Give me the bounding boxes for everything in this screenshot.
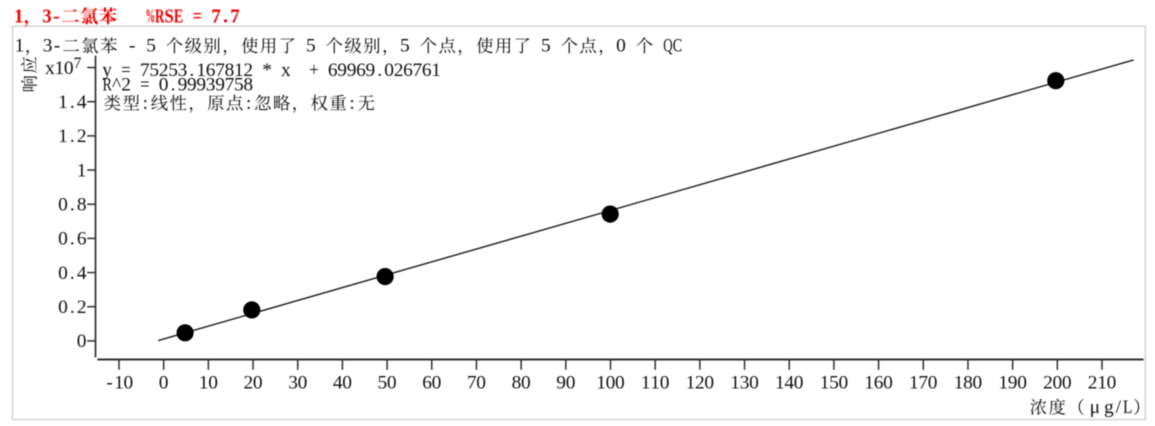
- svg-text:L: L: [1123, 395, 1132, 417]
- svg-text:+: +: [309, 59, 318, 80]
- svg-text:0: 0: [159, 373, 169, 394]
- svg-text:69969.026761: 69969.026761: [328, 60, 441, 81]
- svg-text:180: 180: [954, 373, 983, 394]
- svg-text:=: =: [140, 73, 149, 94]
- svg-text:7: 7: [74, 55, 82, 72]
- svg-text:150: 150: [820, 373, 849, 394]
- svg-text:R: R: [155, 5, 165, 28]
- svg-text:1.2: 1.2: [58, 126, 87, 147]
- svg-text::: :: [246, 93, 251, 114]
- svg-text:170: 170: [909, 373, 938, 394]
- svg-text:-: -: [53, 5, 60, 27]
- svg-text:0.8: 0.8: [58, 195, 87, 216]
- svg-text:x10: x10: [45, 58, 74, 79]
- svg-text:7: 7: [230, 6, 240, 28]
- svg-text:80: 80: [512, 373, 531, 394]
- svg-text:0.6: 0.6: [58, 229, 87, 250]
- svg-text:1: 1: [15, 36, 25, 57]
- svg-text:50: 50: [378, 373, 397, 394]
- svg-text:30: 30: [288, 373, 307, 394]
- svg-text:5: 5: [400, 36, 410, 57]
- svg-text:-10: -10: [106, 373, 133, 394]
- svg-text:160: 160: [864, 373, 893, 394]
- svg-text:=: =: [121, 59, 130, 80]
- svg-text:.: .: [223, 5, 228, 27]
- svg-text:0: 0: [616, 36, 626, 57]
- svg-text:1: 1: [14, 6, 23, 28]
- svg-text:10: 10: [199, 373, 218, 394]
- svg-text:S: S: [164, 6, 173, 28]
- svg-text:0.4: 0.4: [58, 263, 87, 284]
- svg-text:60: 60: [422, 373, 441, 394]
- svg-text:Q: Q: [663, 34, 672, 56]
- svg-text:190: 190: [998, 373, 1027, 394]
- svg-text:0.2: 0.2: [58, 297, 87, 318]
- svg-text:90: 90: [556, 373, 575, 394]
- svg-text:^2: ^2: [112, 74, 131, 95]
- svg-text:0.99939758: 0.99939758: [159, 74, 253, 95]
- svg-text:3-: 3-: [43, 36, 60, 57]
- svg-text:70: 70: [467, 373, 486, 394]
- svg-text:μ: μ: [1090, 397, 1100, 418]
- svg-text:20: 20: [244, 373, 263, 394]
- svg-text:C: C: [673, 34, 682, 56]
- svg-text:R: R: [103, 73, 113, 95]
- svg-text:120: 120: [686, 373, 715, 394]
- svg-text:5: 5: [306, 36, 316, 57]
- svg-text:=: =: [193, 5, 202, 27]
- svg-text:40: 40: [333, 373, 352, 394]
- svg-text:7: 7: [211, 6, 221, 28]
- svg-text:E: E: [174, 5, 183, 27]
- svg-text:g/: g/: [1104, 397, 1122, 418]
- svg-text:210: 210: [1088, 373, 1117, 394]
- svg-text:1.4: 1.4: [58, 92, 87, 113]
- svg-text:100: 100: [596, 373, 625, 394]
- svg-text:110: 110: [641, 373, 670, 394]
- svg-text:1: 1: [77, 160, 87, 181]
- svg-text::: :: [349, 93, 354, 114]
- svg-text::: :: [143, 93, 148, 114]
- svg-text:5: 5: [541, 36, 551, 57]
- svg-text:200: 200: [1043, 373, 1072, 394]
- svg-text:%: %: [146, 6, 155, 28]
- svg-text:3: 3: [42, 6, 52, 28]
- svg-text:y: y: [102, 60, 112, 81]
- svg-text:130: 130: [730, 373, 759, 394]
- svg-text:140: 140: [775, 373, 804, 394]
- svg-text:0: 0: [77, 331, 87, 352]
